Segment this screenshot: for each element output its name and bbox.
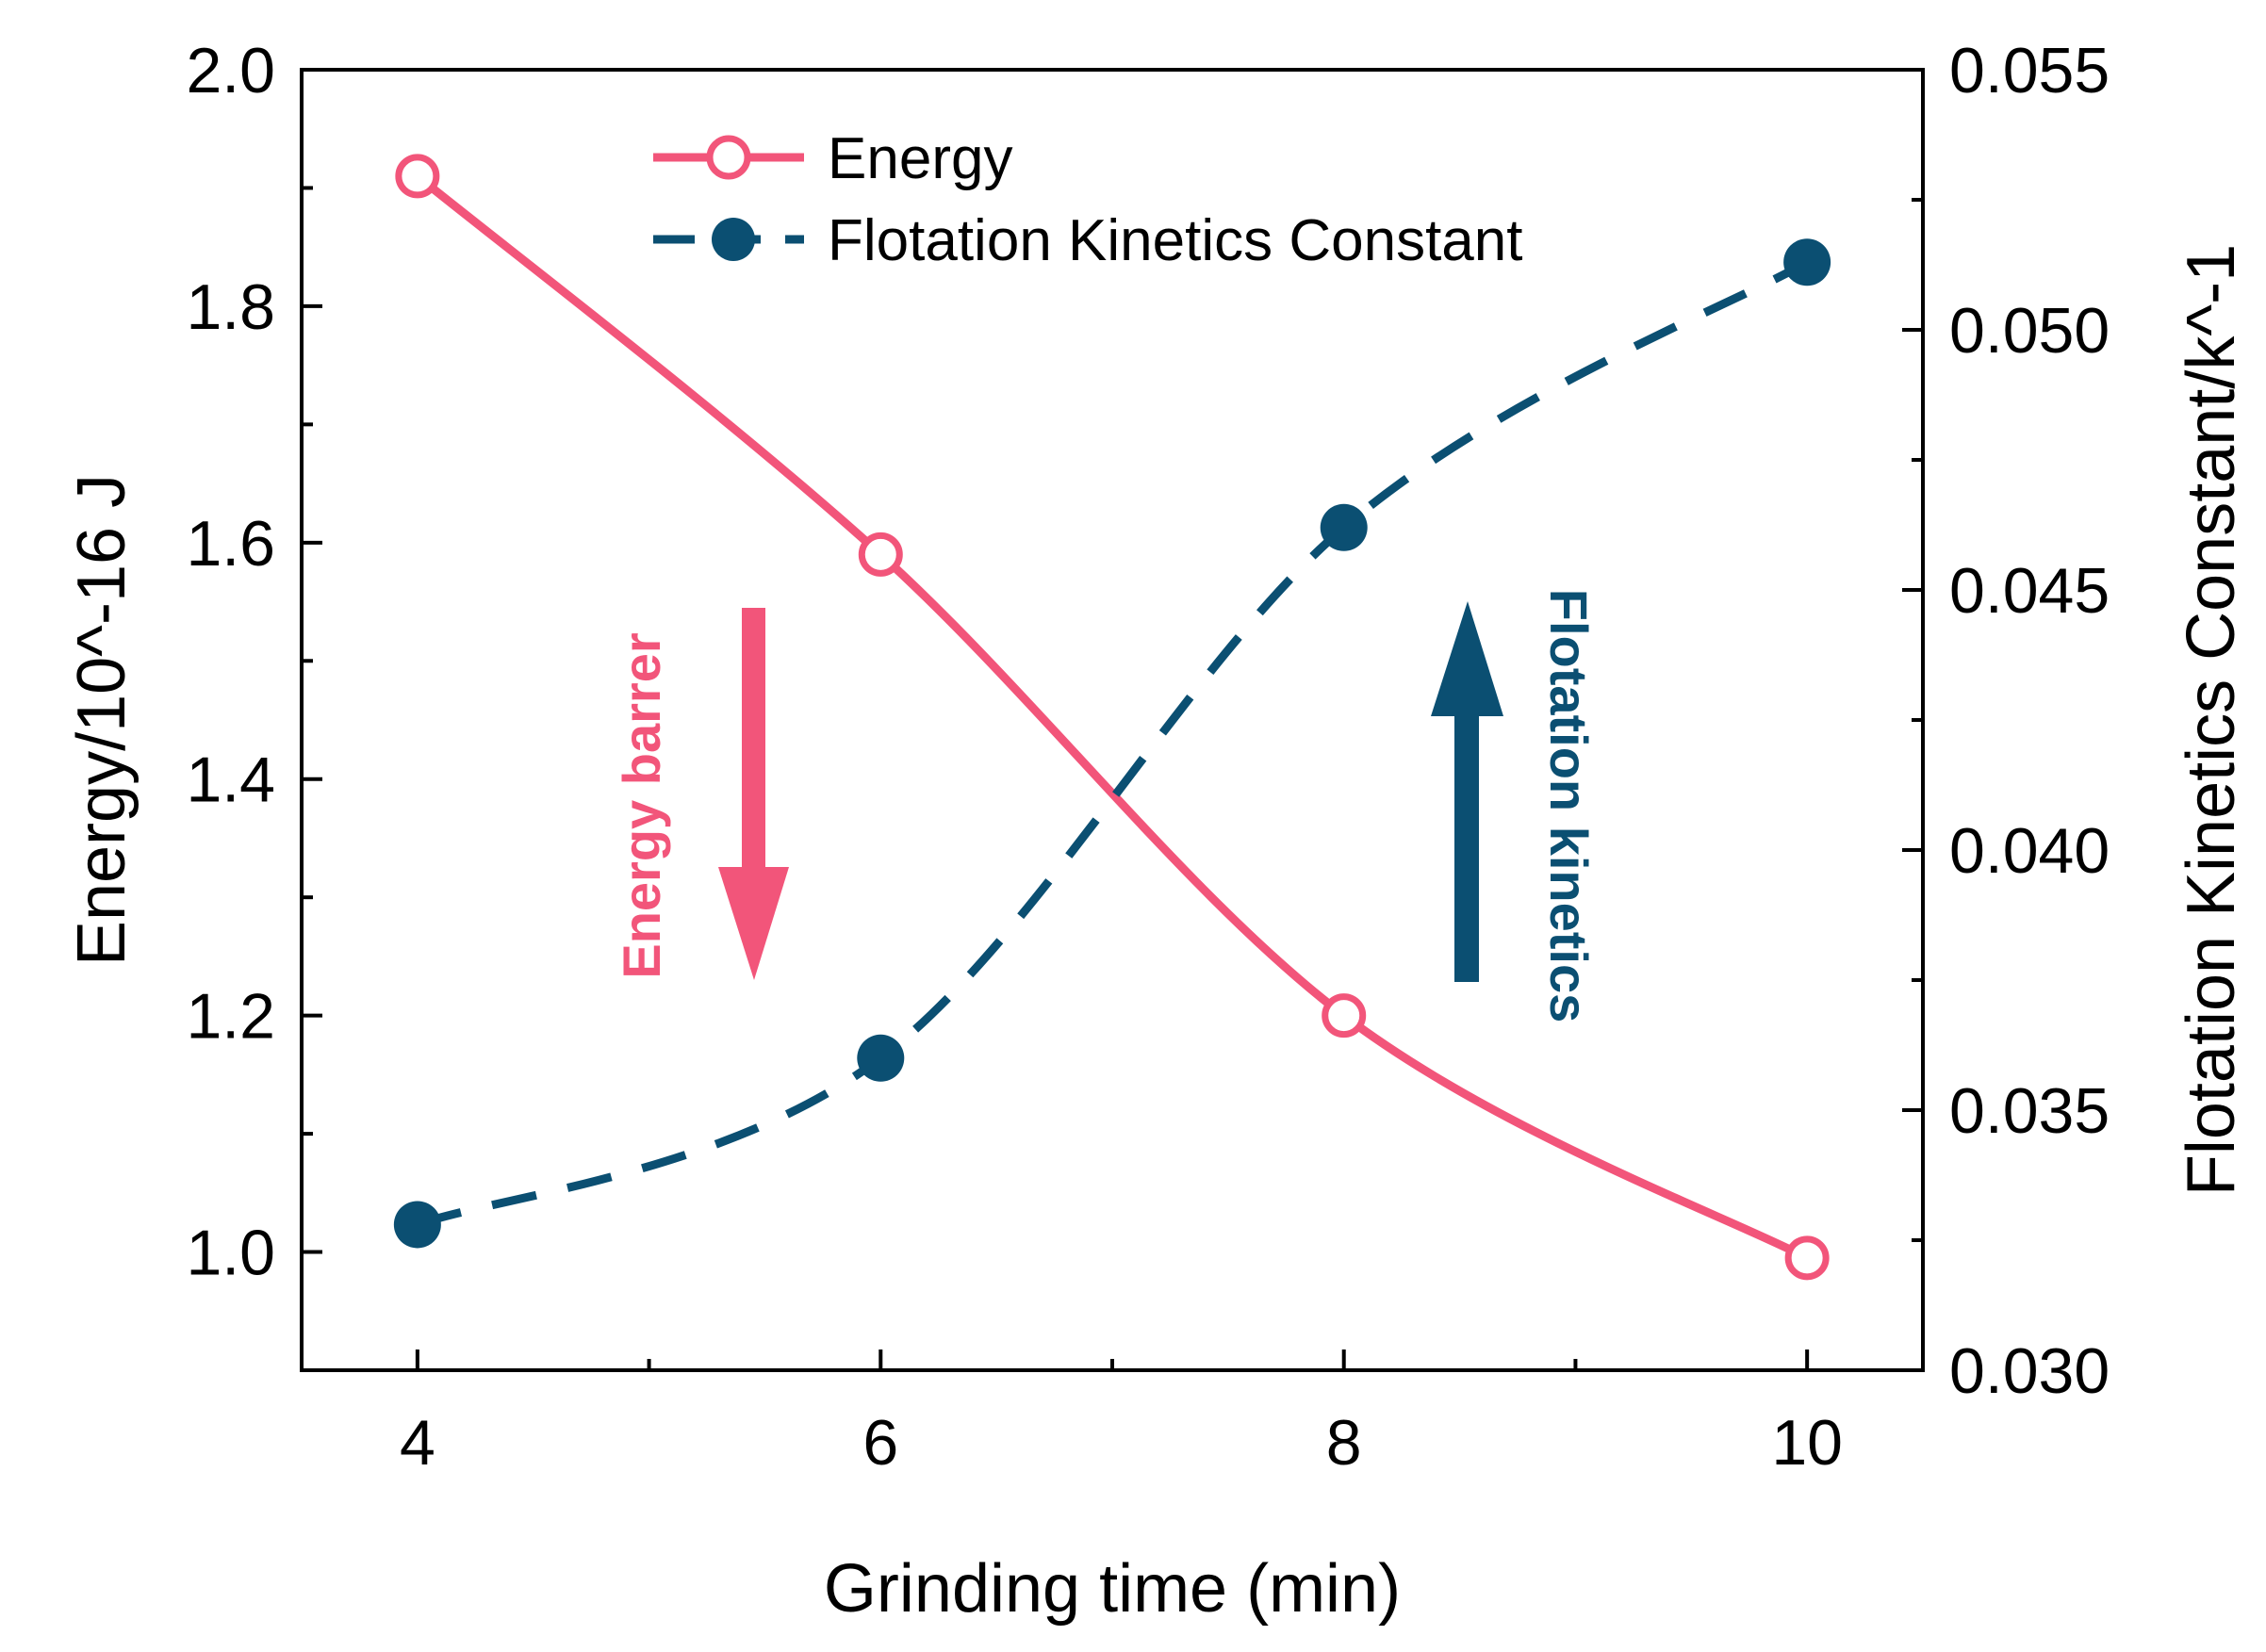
kinetics-point: [857, 1034, 905, 1082]
legend-kinetics-label: Flotation Kinetics Constant: [828, 208, 1523, 273]
y-right-tick-label: 0.040: [1949, 815, 2110, 887]
y-left-tick-label: 1.2: [186, 981, 275, 1053]
legend-kinetics-marker: [712, 218, 755, 261]
y-left-tick-label: 2.0: [186, 35, 275, 106]
legend-energy-label: Energy: [828, 126, 1012, 191]
energy-point: [1322, 993, 1367, 1039]
kinetics-point: [1783, 238, 1831, 286]
legend-energy-marker: [706, 135, 751, 180]
y-left-tick-label: 1.0: [186, 1218, 275, 1289]
kinetics-point: [393, 1201, 441, 1249]
y-right-axis-title: Flotation Kinetics Constant/k^-1: [2174, 244, 2249, 1196]
energy-point: [1784, 1235, 1830, 1281]
y-right-tick-label: 0.055: [1949, 35, 2110, 106]
energy-barrier-annotation: Energy barrer: [612, 632, 671, 978]
y-right-tick-label: 0.050: [1949, 295, 2110, 367]
legend: Energy Flotation Kinetics Constant: [653, 126, 1523, 273]
series-line-kinetics: [416, 258, 1810, 1229]
x-tick-label: 4: [400, 1407, 435, 1479]
y-right-tick-label: 0.030: [1949, 1335, 2110, 1407]
energy-point: [858, 532, 903, 577]
y-right-tick-label: 0.045: [1949, 555, 2110, 627]
x-tick-label: 10: [1771, 1407, 1843, 1479]
energy-barrier-arrow: [718, 608, 789, 980]
kinetics-point: [1320, 503, 1368, 551]
y-left-tick-label: 1.8: [186, 271, 275, 343]
y-left-tick-label: 1.6: [186, 508, 275, 580]
flotation-kinetics-arrow: [1431, 601, 1503, 982]
series-line-energy: [415, 172, 1810, 1262]
energy-point: [395, 154, 440, 199]
x-tick-label: 8: [1326, 1407, 1362, 1479]
y-left-axis-title: Energy/10^-16 J: [64, 474, 140, 966]
x-tick-label: 6: [862, 1407, 898, 1479]
y-left-tick-label: 1.4: [186, 744, 275, 816]
y-right-tick-label: 0.035: [1949, 1075, 2110, 1147]
flotation-kinetics-annotation: Flotation kinetics: [1539, 589, 1599, 1023]
x-axis-title: Grinding time (min): [824, 1551, 1401, 1627]
